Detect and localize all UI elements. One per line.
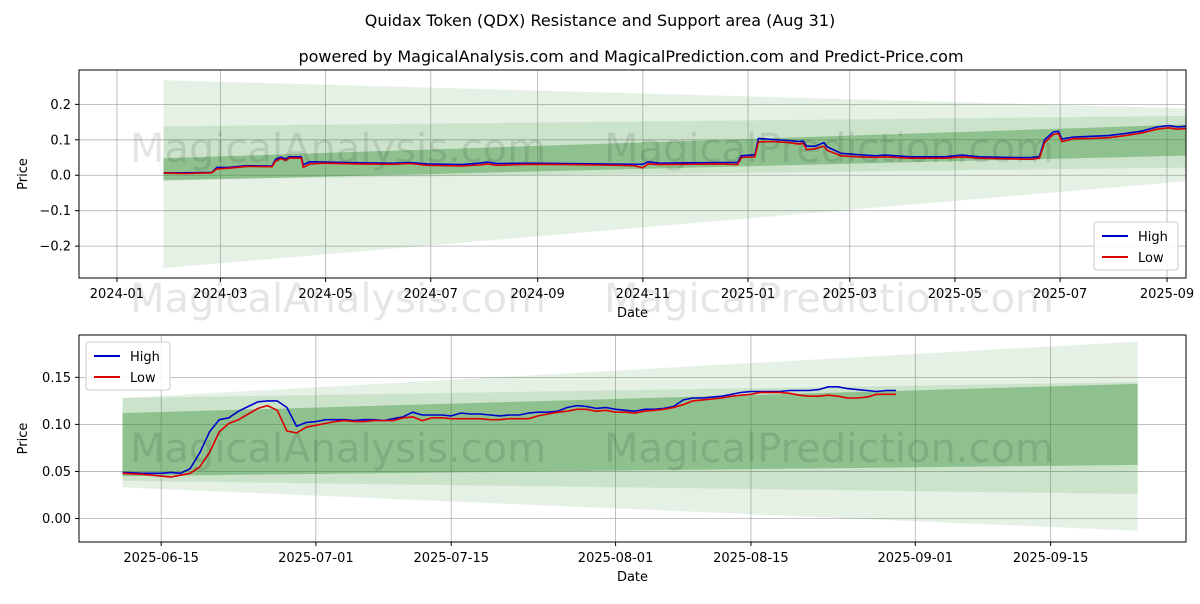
axes-frame xyxy=(78,334,1187,543)
bottom-panel: MagicalAnalysis.com MagicalPrediction.com… xyxy=(16,334,1187,585)
watermark-text: MagicalPrediction.com xyxy=(604,276,1054,322)
legend-label-low: Low xyxy=(130,371,156,386)
series-line-low xyxy=(122,391,896,478)
support-resistance-band xyxy=(122,383,1138,477)
x-tick-label: 2025-07 xyxy=(1033,287,1087,302)
x-tick-label: 2025-07-01 xyxy=(278,551,354,566)
x-tick-label: 2025-05 xyxy=(928,287,982,302)
x-tick-label: 2025-07-15 xyxy=(413,551,489,566)
y-axis-label: Price xyxy=(16,423,31,455)
watermark-text: MagicalPrediction.com xyxy=(604,126,1054,172)
support-resistance-band xyxy=(163,80,1186,269)
x-tick-label: 2025-01 xyxy=(721,287,775,302)
legend: High Low xyxy=(85,341,171,391)
x-tick-label: 2025-09 xyxy=(1140,287,1194,302)
legend-label-high: High xyxy=(1138,230,1168,245)
chart-subtitle: powered by MagicalAnalysis.com and Magic… xyxy=(298,47,963,66)
x-axis-label: Date xyxy=(617,570,648,585)
x-tick-label: 2025-08-15 xyxy=(713,551,789,566)
legend: High Low xyxy=(1093,221,1179,271)
plot-area xyxy=(79,335,1186,542)
x-tick-label: 2025-03 xyxy=(823,287,877,302)
x-tick-label: 2025-09-01 xyxy=(878,551,954,566)
x-tick-label: 2024-03 xyxy=(193,287,247,302)
support-resistance-band xyxy=(122,382,1138,495)
y-tick-label: 0.10 xyxy=(42,418,71,433)
x-tick-label: 2025-09-15 xyxy=(1013,551,1089,566)
y-tick-label: 0.05 xyxy=(42,465,71,480)
y-tick-label: 0.2 xyxy=(50,98,71,113)
watermark-text: MagicalAnalysis.com xyxy=(130,126,546,172)
plot-area xyxy=(79,70,1186,278)
x-tick-label: 2024-09 xyxy=(510,287,564,302)
watermark-text: MagicalPrediction.com xyxy=(604,426,1054,472)
x-tick-label: 2024-05 xyxy=(298,287,352,302)
y-tick-label: −0.2 xyxy=(39,240,71,255)
y-tick-label: 0.00 xyxy=(42,512,71,527)
watermark-text: MagicalAnalysis.com xyxy=(130,426,546,472)
y-axis-label: Price xyxy=(16,158,31,190)
axes-frame xyxy=(78,69,1187,279)
legend-label-low: Low xyxy=(1138,251,1164,266)
series-line-low xyxy=(163,127,1186,175)
x-tick-label: 2024-07 xyxy=(404,287,458,302)
x-axis-label: Date xyxy=(617,306,648,321)
x-tick-label: 2025-08-01 xyxy=(578,551,654,566)
y-tick-label: 0.0 xyxy=(50,169,71,184)
chart-title: Quidax Token (QDX) Resistance and Suppor… xyxy=(365,11,836,30)
x-tick-label: 2024-01 xyxy=(90,287,144,302)
legend-label-high: High xyxy=(130,350,160,365)
y-tick-label: 0.1 xyxy=(50,133,71,148)
y-tick-label: 0.15 xyxy=(42,371,71,386)
x-tick-label: 2024-11 xyxy=(616,287,670,302)
watermark-text: MagicalAnalysis.com xyxy=(130,276,546,322)
x-tick-label: 2025-06-15 xyxy=(123,551,199,566)
series-line-high xyxy=(122,386,896,475)
support-resistance-band xyxy=(163,124,1186,181)
support-resistance-band xyxy=(122,341,1138,531)
y-tick-label: −0.1 xyxy=(39,204,71,219)
top-panel: MagicalAnalysis.com MagicalPrediction.com… xyxy=(16,69,1194,322)
